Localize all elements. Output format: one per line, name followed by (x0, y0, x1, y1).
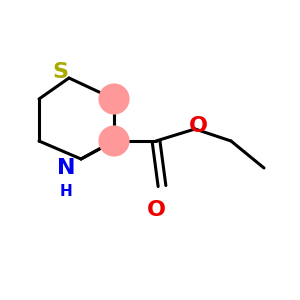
Circle shape (98, 83, 130, 115)
Text: H: H (60, 184, 72, 200)
Text: O: O (188, 116, 208, 136)
Text: O: O (146, 200, 166, 220)
Circle shape (98, 125, 130, 157)
Text: N: N (57, 158, 75, 178)
Text: S: S (52, 62, 68, 82)
